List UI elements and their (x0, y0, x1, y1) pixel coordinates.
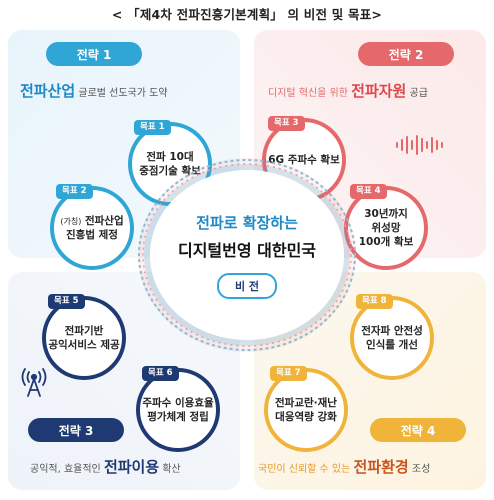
strategy-3-text: 공익적, 효율적인 전파이용 확산 (30, 456, 181, 477)
strategy-4-post: 조성 (408, 464, 431, 475)
diagram-title: < 「제4차 전파진흥기본계획」 의 비전 및 목표> (111, 7, 383, 22)
strategy-4-badge: 전략 4 (370, 418, 466, 442)
vision-center: 전파로 확장하는 디지털번영 대한민국 비 전 (150, 170, 344, 340)
strategy-1-post: 글로벌 선도국가 도약 (75, 88, 168, 99)
strategy-2-text: 디지털 혁신을 위한 전파자원 공급 (268, 80, 428, 101)
strategy-3-post: 확산 (159, 464, 181, 475)
antenna-icon (21, 368, 47, 397)
goal-2: 목표 2 (가칭) 전파산업 진흥법 제정 (50, 184, 134, 270)
strategy-4-pre: 국민이 신뢰할 수 있는 (258, 464, 354, 475)
goal-7-tag: 목표 7 (270, 366, 307, 382)
goal-2-prefix: (가칭) (60, 216, 82, 226)
goal-3-tag: 목표 3 (268, 116, 305, 132)
vision-badge: 비 전 (216, 272, 278, 299)
goal-7-text: 전파교란·재난 대응역량 강화 (275, 396, 337, 423)
strategy-1-badge: 전략 1 (46, 42, 142, 66)
strategy-2-post: 공급 (406, 88, 428, 99)
strategy-4-text: 국민이 신뢰할 수 있는 전파환경 조성 (258, 456, 430, 477)
goal-7: 목표 7 전파교란·재난 대응역량 강화 (264, 366, 348, 452)
vision-line-1: 전파로 확장하는 (196, 213, 298, 232)
goal-4-text: 30년까지 위성망 100개 확보 (358, 207, 414, 249)
goal-4: 목표 4 30년까지 위성망 100개 확보 (344, 184, 428, 270)
goal-5: 목표 5 전파기반 공익서비스 제공 (42, 294, 126, 380)
strategy-2-badge: 전략 2 (358, 42, 454, 66)
goal-8: 목표 8 전자파 안전성 인식를 개선 (350, 294, 434, 380)
strategy-2-emphasis: 전파자원 (351, 82, 407, 100)
strategy-3-pre: 공익적, 효율적인 (30, 464, 104, 475)
goal-6: 목표 6 주파수 이용효율 평가체계 정립 (136, 366, 220, 452)
strategy-4-emphasis: 전파환경 (353, 458, 409, 476)
vision-ring (138, 159, 356, 351)
sound-wave-icon (396, 135, 443, 155)
goal-3-text: 6G 주파수 확보 (268, 153, 340, 166)
goal-6-tag: 목표 6 (142, 366, 179, 382)
goal-1-tag: 목표 1 (134, 120, 171, 136)
strategy-3-badge: 전략 3 (28, 418, 124, 442)
strategy-2-pre: 디지털 혁신을 위한 (268, 88, 352, 99)
strategy-3-emphasis: 전파이용 (103, 458, 160, 476)
goal-6-text: 주파수 이용효율 평가체계 정립 (142, 396, 214, 423)
goal-5-text: 전파기반 공익서비스 제공 (48, 324, 120, 351)
goal-8-tag: 목표 8 (356, 294, 393, 310)
strategy-1-text: 전파산업 글로벌 선도국가 도약 (20, 80, 168, 101)
goal-5-tag: 목표 5 (48, 294, 85, 310)
goal-2-text: 전파산업 진흥법 제정 (66, 214, 124, 241)
goal-1-text: 전파 10대 중점기술 확보 (139, 150, 201, 177)
vision-line-2: 디지털번영 대한민국 (177, 240, 317, 260)
goal-8-text: 전자파 안전성 인식를 개선 (361, 324, 423, 351)
goal-4-tag: 목표 4 (350, 184, 387, 200)
strategy-1-emphasis: 전파산업 (20, 82, 76, 100)
goal-2-tag: 목표 2 (56, 184, 93, 200)
